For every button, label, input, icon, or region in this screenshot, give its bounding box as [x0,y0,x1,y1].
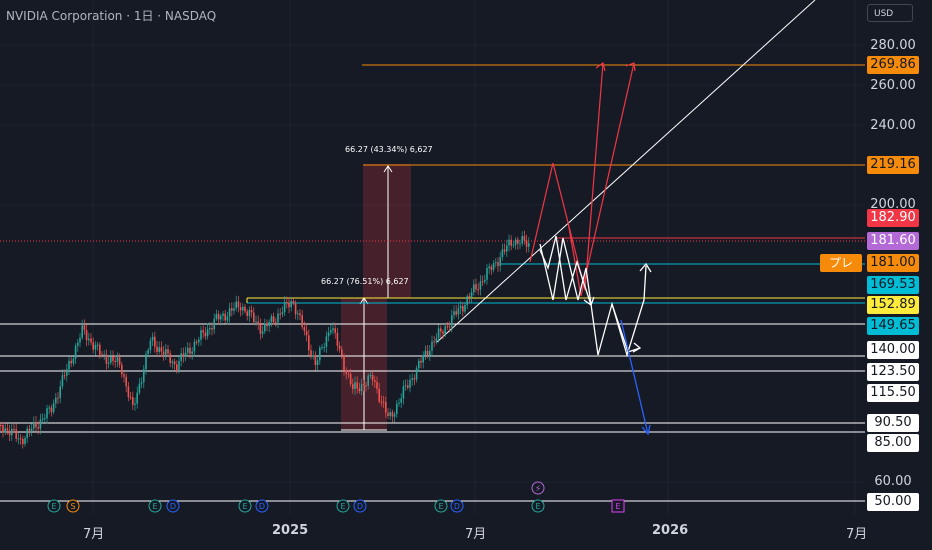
event-marker-label: D [454,502,460,511]
level-lines[interactable] [0,64,865,502]
x-tick-label: 2025 [272,523,309,538]
price-level-label[interactable]: 181.60 [867,232,919,250]
measure-box-upper[interactable] [363,164,411,298]
price-level-label[interactable]: 140.00 [867,341,919,359]
price-level-label[interactable]: 152.89 [867,296,919,314]
y-tick-label: 200.00 [870,197,916,212]
chart-title: NVIDIA Corporation · 1日 · NASDAQ [6,9,217,23]
event-marker-label: E [51,502,56,511]
event-marker-label: S [70,502,75,511]
projection-blue[interactable] [620,319,651,436]
x-tick-label: 2026 [652,523,689,538]
event-marker-label: D [357,502,363,511]
grid [0,0,865,515]
price-level-label[interactable]: 181.00 [867,254,919,272]
x-tick-label: 7月 [83,527,105,542]
x-tick-label: 7月 [465,527,487,542]
event-marker[interactable] [434,499,448,513]
event-marker[interactable] [353,499,367,513]
price-level-label[interactable]: 269.86 [867,56,919,74]
event-marker[interactable] [611,499,625,513]
svg-text:⚡: ⚡ [535,485,541,495]
event-marker-label: E [615,502,620,511]
y-tick-label: 260.00 [870,78,916,93]
y-tick-label: 280.00 [870,38,916,53]
event-marker-label: E [340,502,345,511]
y-tick-label: 60.00 [874,474,912,489]
event-marker[interactable] [47,499,61,513]
event-marker[interactable] [238,499,252,513]
y-tick-label: 240.00 [870,118,916,133]
event-marker[interactable] [148,499,162,513]
event-marker-label: D [259,502,265,511]
price-level-label[interactable]: 85.00 [867,434,919,452]
price-level-label[interactable]: 182.90 [867,209,919,227]
projection-white[interactable] [539,235,652,358]
event-marker[interactable] [531,499,545,513]
price-level-label[interactable]: 123.50 [867,363,919,381]
event-marker-label: E [152,502,157,511]
premarket-badge: プレ [820,254,862,272]
price-level-label[interactable]: 115.50 [867,384,919,402]
trend-line[interactable] [436,0,816,343]
event-marker[interactable] [255,499,269,513]
price-level-label[interactable]: 90.50 [867,414,919,432]
price-level-label[interactable]: 219.16 [867,156,919,174]
dividend-flash-marker[interactable]: ⚡ [531,481,545,495]
event-marker[interactable] [166,499,180,513]
price-level-label[interactable]: 50.00 [867,493,919,511]
event-marker[interactable] [66,499,80,513]
event-marker-label: D [170,502,176,511]
event-marker[interactable] [336,499,350,513]
price-level-label[interactable]: 169.53 [867,276,919,294]
event-marker[interactable] [450,499,464,513]
price-level-label[interactable]: 149.65 [867,317,919,335]
measure-label-upper: 66.27 (43.34%) 6,627 [345,145,433,154]
x-tick-label: 7月 [846,527,868,542]
currency-selector[interactable]: USD [867,4,913,22]
event-marker-label: E [242,502,247,511]
measure-label-lower: 66.27 (76.51%) 6,627 [321,277,409,286]
event-marker-label: E [438,502,443,511]
projection-red[interactable] [529,61,636,297]
event-marker-label: E [535,502,540,511]
candles [0,230,530,449]
